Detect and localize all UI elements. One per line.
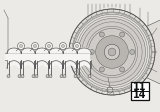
Circle shape [76, 44, 79, 47]
Text: 11: 11 [133, 82, 147, 92]
Polygon shape [77, 60, 91, 68]
Polygon shape [7, 60, 21, 68]
Polygon shape [49, 60, 63, 68]
Circle shape [74, 14, 150, 90]
Circle shape [96, 36, 128, 68]
Circle shape [104, 44, 120, 60]
Polygon shape [35, 60, 49, 68]
Circle shape [88, 75, 91, 78]
Circle shape [130, 50, 135, 55]
Circle shape [32, 42, 39, 50]
Circle shape [99, 67, 104, 72]
Circle shape [69, 9, 155, 95]
Polygon shape [7, 48, 21, 53]
Circle shape [78, 18, 146, 86]
Polygon shape [21, 48, 35, 53]
Circle shape [108, 48, 116, 56]
Polygon shape [142, 15, 160, 89]
Circle shape [60, 75, 63, 78]
Circle shape [74, 75, 77, 78]
Polygon shape [77, 48, 91, 53]
Circle shape [60, 42, 67, 50]
Circle shape [33, 44, 36, 47]
Circle shape [46, 75, 49, 78]
Circle shape [63, 75, 66, 78]
Circle shape [88, 28, 136, 76]
FancyBboxPatch shape [5, 53, 90, 60]
Circle shape [18, 75, 21, 78]
FancyBboxPatch shape [131, 82, 149, 100]
Polygon shape [63, 60, 77, 68]
Circle shape [120, 32, 125, 37]
Circle shape [73, 42, 80, 50]
Circle shape [89, 50, 94, 55]
Circle shape [120, 67, 125, 72]
Polygon shape [49, 48, 63, 53]
Circle shape [7, 75, 10, 78]
Circle shape [45, 42, 52, 50]
Circle shape [99, 32, 104, 37]
Circle shape [48, 44, 51, 47]
Circle shape [20, 44, 23, 47]
Circle shape [32, 75, 35, 78]
Circle shape [49, 75, 52, 78]
Circle shape [35, 75, 38, 78]
Text: 14: 14 [133, 90, 147, 100]
Polygon shape [63, 48, 77, 53]
Circle shape [21, 75, 24, 78]
Polygon shape [21, 60, 35, 68]
Polygon shape [35, 48, 49, 53]
Circle shape [17, 42, 24, 50]
Circle shape [61, 44, 64, 47]
Circle shape [77, 75, 80, 78]
